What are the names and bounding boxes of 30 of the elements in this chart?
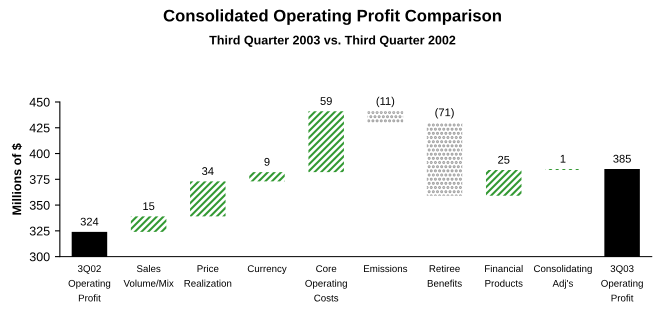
y-tick-label: 300 bbox=[30, 252, 50, 262]
data-label: 34 bbox=[202, 167, 214, 176]
x-tick-label: Emissions bbox=[364, 264, 408, 272]
data-label: (11) bbox=[376, 96, 394, 108]
x-tick-label: Retiree Benefits bbox=[428, 264, 462, 287]
y-tick-label: 325 bbox=[30, 226, 50, 236]
y-tick-label: 425 bbox=[30, 124, 50, 132]
x-tick-label: Sales Volume/Mix bbox=[124, 264, 174, 287]
data-label: 324 bbox=[80, 218, 98, 226]
x-tick-label: 3Q02 Operating Profit bbox=[68, 265, 110, 302]
data-label: 25 bbox=[498, 156, 510, 164]
data-label: 59 bbox=[320, 97, 332, 105]
y-tick-label: 375 bbox=[30, 175, 50, 184]
x-tick-label: 3Q03 Operating Profit bbox=[601, 265, 643, 302]
y-tick-label: 350 bbox=[30, 200, 50, 210]
chart-subtitle: Third Quarter 2003 vs. Third Quarter 2002 bbox=[209, 35, 456, 47]
data-label: 15 bbox=[143, 202, 154, 210]
data-label: 1 bbox=[560, 154, 566, 163]
y-tick-label: 400 bbox=[30, 149, 50, 158]
data-label: (71) bbox=[435, 108, 454, 118]
x-tick-label: Price Realization bbox=[184, 264, 232, 287]
data-label: 9 bbox=[264, 158, 270, 166]
x-tick-label: Consolidating Adj's bbox=[534, 264, 592, 289]
y-tick-label: 450 bbox=[30, 98, 50, 107]
x-tick-label: Currency bbox=[248, 265, 287, 274]
y-axis-title: Millions of $ bbox=[12, 143, 22, 215]
chart-title: Consolidated Operating Profit Comparison bbox=[164, 9, 501, 25]
data-label: 385 bbox=[613, 154, 631, 163]
x-tick-label: Core Operating Costs bbox=[305, 265, 347, 302]
x-tick-label: Financial Products bbox=[485, 264, 523, 287]
